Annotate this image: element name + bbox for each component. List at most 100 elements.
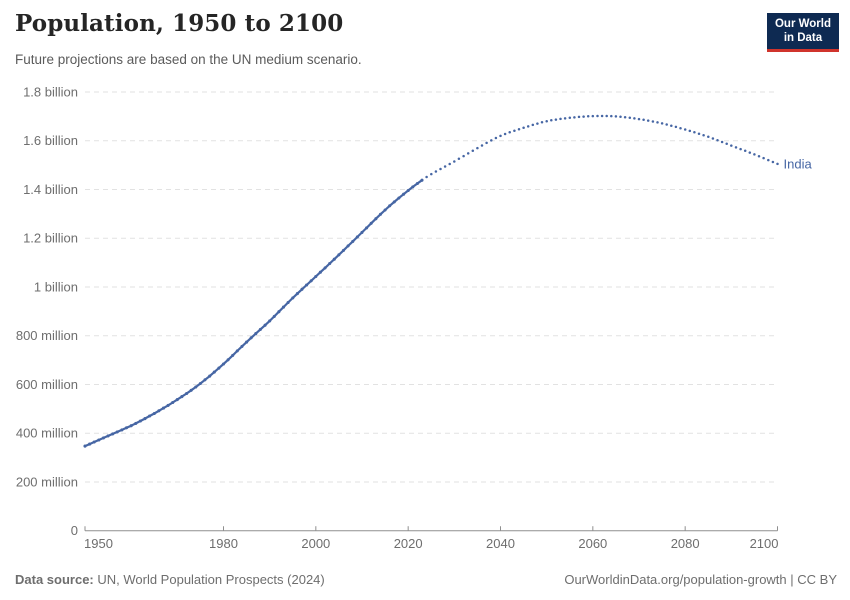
y-tick-label: 600 million — [16, 377, 78, 392]
series-dot — [369, 221, 373, 225]
projection-dot — [480, 144, 484, 147]
projection-dot — [430, 172, 433, 176]
series-dot — [295, 292, 299, 296]
series-dot — [411, 185, 415, 189]
y-tick-label: 800 million — [16, 328, 78, 343]
footer-right: OurWorldinData.org/population-growth | C… — [564, 572, 837, 587]
projection-dot — [646, 119, 650, 122]
owid-logo-line2: in Data — [783, 32, 823, 45]
series-dot — [346, 244, 350, 248]
projection-dot — [462, 154, 465, 158]
series-dot — [120, 428, 124, 432]
projection-dot — [674, 125, 678, 129]
projection-dot — [457, 157, 461, 161]
projection-dot — [513, 129, 516, 132]
projection-dot — [670, 124, 673, 127]
projection-dot — [642, 118, 645, 122]
series-dot — [374, 217, 378, 221]
x-tick-label: 1950 — [84, 536, 113, 551]
series-dot — [83, 444, 87, 448]
series-dot — [365, 226, 369, 230]
projection-dot — [550, 119, 553, 122]
x-tick-label: 2060 — [578, 536, 607, 551]
projection-dot — [614, 115, 618, 118]
series-dot — [351, 239, 355, 243]
series-dot — [208, 374, 212, 378]
y-tick-label: 1.2 billion — [23, 231, 78, 246]
projection-dot — [425, 175, 428, 179]
series-dot — [175, 398, 179, 402]
series-dot — [415, 181, 419, 186]
series-dot — [180, 395, 184, 399]
series-dot — [245, 340, 249, 344]
series-dot — [291, 296, 295, 300]
data-source-text: UN, World Population Prospects (2024) — [93, 572, 325, 587]
projection-dot — [434, 170, 438, 173]
projection-dot — [619, 115, 622, 118]
projection-dot — [494, 136, 498, 140]
y-tick-label: 1.8 billion — [23, 85, 78, 100]
owid-logo[interactable]: Our World in Data — [766, 13, 839, 52]
series-dot — [249, 336, 253, 340]
entity-label[interactable]: India — [784, 156, 813, 171]
series-historical-line[interactable] — [83, 179, 424, 448]
data-source: Data source: UN, World Population Prospe… — [15, 572, 325, 587]
projection-dot — [683, 128, 687, 131]
projection-dot — [568, 116, 572, 120]
projection-dot — [753, 153, 756, 156]
series-dot — [198, 381, 202, 386]
footer-separator: | — [786, 572, 798, 587]
x-tick-label: 1980 — [209, 536, 238, 551]
chart-footer: Data source: UN, World Population Prospe… — [15, 572, 837, 587]
series-dot — [161, 406, 166, 410]
projection-dot — [600, 114, 604, 118]
y-tick-label: 400 million — [16, 426, 78, 441]
projection-dot — [688, 129, 692, 133]
series-dot — [129, 424, 133, 428]
series-dot — [318, 270, 322, 274]
projection-dot — [596, 114, 599, 118]
projection-dot — [725, 142, 728, 146]
projection-dot — [610, 114, 613, 118]
series-dot — [406, 188, 410, 193]
projection-dot — [605, 114, 608, 118]
projection-dot — [471, 149, 475, 152]
y-tick-label: 0 — [71, 523, 78, 538]
series-dot — [341, 248, 346, 252]
projection-dot — [499, 134, 502, 138]
series-dot — [111, 432, 115, 436]
projection-dot — [757, 154, 761, 158]
x-tick-label: 2100 — [750, 536, 779, 551]
projection-dot — [730, 144, 733, 147]
series-dot — [212, 370, 216, 374]
projection-dot — [743, 149, 747, 153]
series-dot — [258, 327, 262, 331]
series-dot — [397, 196, 401, 200]
projection-dot — [748, 151, 752, 154]
series-dot — [185, 391, 189, 396]
y-tick-label: 1.6 billion — [23, 133, 78, 148]
y-tick-label: 1.4 billion — [23, 182, 78, 197]
projection-dot — [767, 158, 770, 162]
projection-dot — [563, 117, 567, 120]
projection-dot — [531, 123, 535, 127]
series-dot — [231, 353, 235, 357]
projection-dot — [651, 120, 655, 123]
series-dot — [171, 400, 175, 405]
projection-dot — [702, 134, 705, 137]
series-dot — [221, 362, 226, 366]
series-dot — [226, 358, 230, 362]
projection-dot — [508, 131, 511, 134]
owid-url-link[interactable]: OurWorldinData.org/population-growth — [564, 572, 787, 587]
projection-dot — [522, 126, 525, 130]
projection-dot — [720, 140, 724, 144]
series-dot — [355, 235, 359, 239]
projection-dot — [707, 135, 710, 139]
series-dot — [157, 409, 161, 413]
series-dot — [388, 204, 392, 208]
projection-dot — [439, 167, 442, 171]
series-dot — [420, 178, 424, 182]
series-dot — [88, 442, 92, 446]
projection-dot — [716, 138, 719, 142]
